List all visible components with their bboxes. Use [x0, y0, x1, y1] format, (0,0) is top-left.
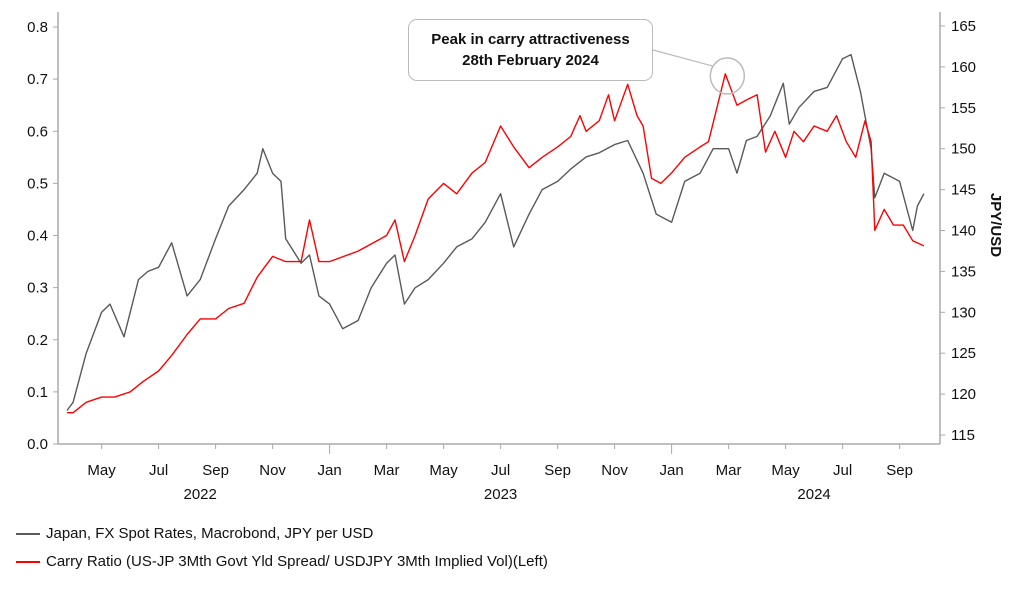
left-tick-label: 0.8	[27, 19, 48, 36]
left-tick-label: 0.7	[27, 71, 48, 88]
right-axis-title: JPY/USD	[987, 193, 1004, 257]
right-tick-label: 135	[951, 263, 976, 280]
right-tick-label: 150	[951, 141, 976, 158]
legend-swatch-carry	[16, 560, 40, 563]
x-tick-label: May	[429, 462, 458, 479]
right-tick-label: 115	[951, 427, 975, 444]
left-tick-label: 0.5	[27, 175, 48, 192]
x-tick-label: Mar	[716, 462, 742, 479]
left-tick-label: 0.1	[27, 384, 48, 401]
legend-label-carry: Carry Ratio (US-JP 3Mth Govt Yld Spread/…	[46, 553, 548, 570]
annotation-box: Peak in carry attractiveness 28th Februa…	[408, 19, 653, 81]
right-tick-label: 140	[951, 223, 976, 240]
right-tick-label: 145	[951, 182, 976, 199]
series-line-carry	[67, 73, 925, 414]
left-tick-label: 0.4	[27, 228, 48, 245]
x-tick-label: Jul	[491, 462, 510, 479]
legend-swatch-jpy	[16, 532, 40, 535]
left-tick-label: 0.3	[27, 280, 48, 297]
annotation-circle	[709, 57, 746, 95]
x-tick-label: Nov	[259, 462, 286, 479]
right-tick-label: 165	[951, 18, 976, 35]
right-tick-label: 160	[951, 59, 976, 76]
right-tick-label: 125	[951, 345, 976, 362]
series-line-jpy	[66, 53, 925, 411]
annotation-line2: 28th February 2024	[462, 52, 599, 69]
x-tick-label: Mar	[374, 462, 400, 479]
x-tick-label: Sep	[202, 462, 229, 479]
legend-item-jpy: Japan, FX Spot Rates, Macrobond, JPY per…	[16, 525, 373, 542]
x-tick-label: Jul	[833, 462, 852, 479]
annotation-line1: Peak in carry attractiveness	[431, 31, 630, 48]
x-year-label: 2022	[183, 486, 216, 503]
x-year-label: 2024	[797, 486, 830, 503]
right-tick-label: 130	[951, 304, 976, 321]
annotation-leader-line	[652, 49, 713, 67]
x-tick-label: Sep	[544, 462, 571, 479]
left-tick-label: 0.0	[27, 436, 48, 453]
x-tick-label: Jul	[149, 462, 168, 479]
left-tick-label: 0.2	[27, 332, 48, 349]
legend-item-carry: Carry Ratio (US-JP 3Mth Govt Yld Spread/…	[16, 553, 548, 570]
x-tick-label: Sep	[886, 462, 913, 479]
x-tick-label: Nov	[601, 462, 628, 479]
legend-label-jpy: Japan, FX Spot Rates, Macrobond, JPY per…	[46, 525, 374, 542]
x-tick-label: May	[87, 462, 116, 479]
x-tick-label: Jan	[318, 462, 342, 479]
right-tick-label: 120	[951, 386, 976, 403]
left-tick-label: 0.6	[27, 123, 48, 140]
x-year-label: 2023	[484, 486, 517, 503]
right-tick-label: 155	[951, 100, 976, 117]
x-tick-label: May	[771, 462, 800, 479]
x-tick-label: Jan	[660, 462, 684, 479]
